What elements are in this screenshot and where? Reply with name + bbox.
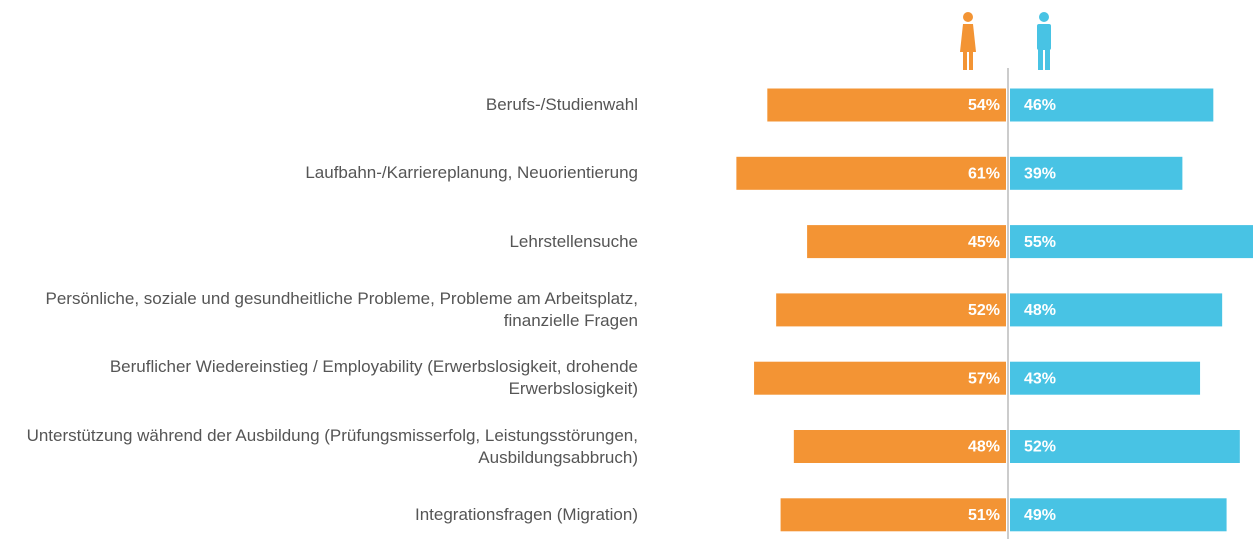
bar [776,293,1006,327]
bar [1010,156,1183,190]
bar [1010,430,1240,463]
bar [1010,88,1214,122]
bar [767,88,1006,122]
bar [754,361,1006,395]
value-label: 61% [968,166,1000,183]
bar [807,225,1006,259]
value-label: 57% [968,370,1000,387]
bar [780,498,1006,532]
value-label: 48% [968,439,1000,456]
value-label: 52% [1024,439,1056,456]
value-label: 48% [1024,302,1056,319]
bar [736,156,1006,190]
value-label: 46% [1024,97,1056,114]
category-label: Integrationsfragen (Migration) [414,504,638,524]
male-icon [1037,12,1051,70]
female-icon [960,12,976,70]
value-label: 39% [1024,166,1056,183]
category-label: Lehrstellensuche [509,231,638,251]
bar [1010,498,1227,532]
bar [1010,225,1253,259]
category-label: Beruflicher Wiedereinstieg / Employabili… [109,357,638,399]
value-label: 55% [1024,234,1056,251]
value-label: 51% [968,507,1000,524]
bar [1010,293,1223,327]
category-label: Unterstützung während der Ausbildung (Pr… [26,425,638,467]
category-label: Persönliche, soziale und gesundheitliche… [45,288,639,330]
category-label: Berufs-/Studienwahl [485,95,638,114]
value-label: 45% [968,234,1000,251]
category-label: Laufbahn-/Karriereplanung, Neuorientieru… [305,163,638,183]
bar [1010,361,1201,395]
value-label: 52% [968,302,1000,319]
value-label: 49% [1024,507,1056,524]
value-label: 43% [1024,370,1056,387]
bar [793,430,1006,463]
value-label: 54% [968,97,1000,114]
